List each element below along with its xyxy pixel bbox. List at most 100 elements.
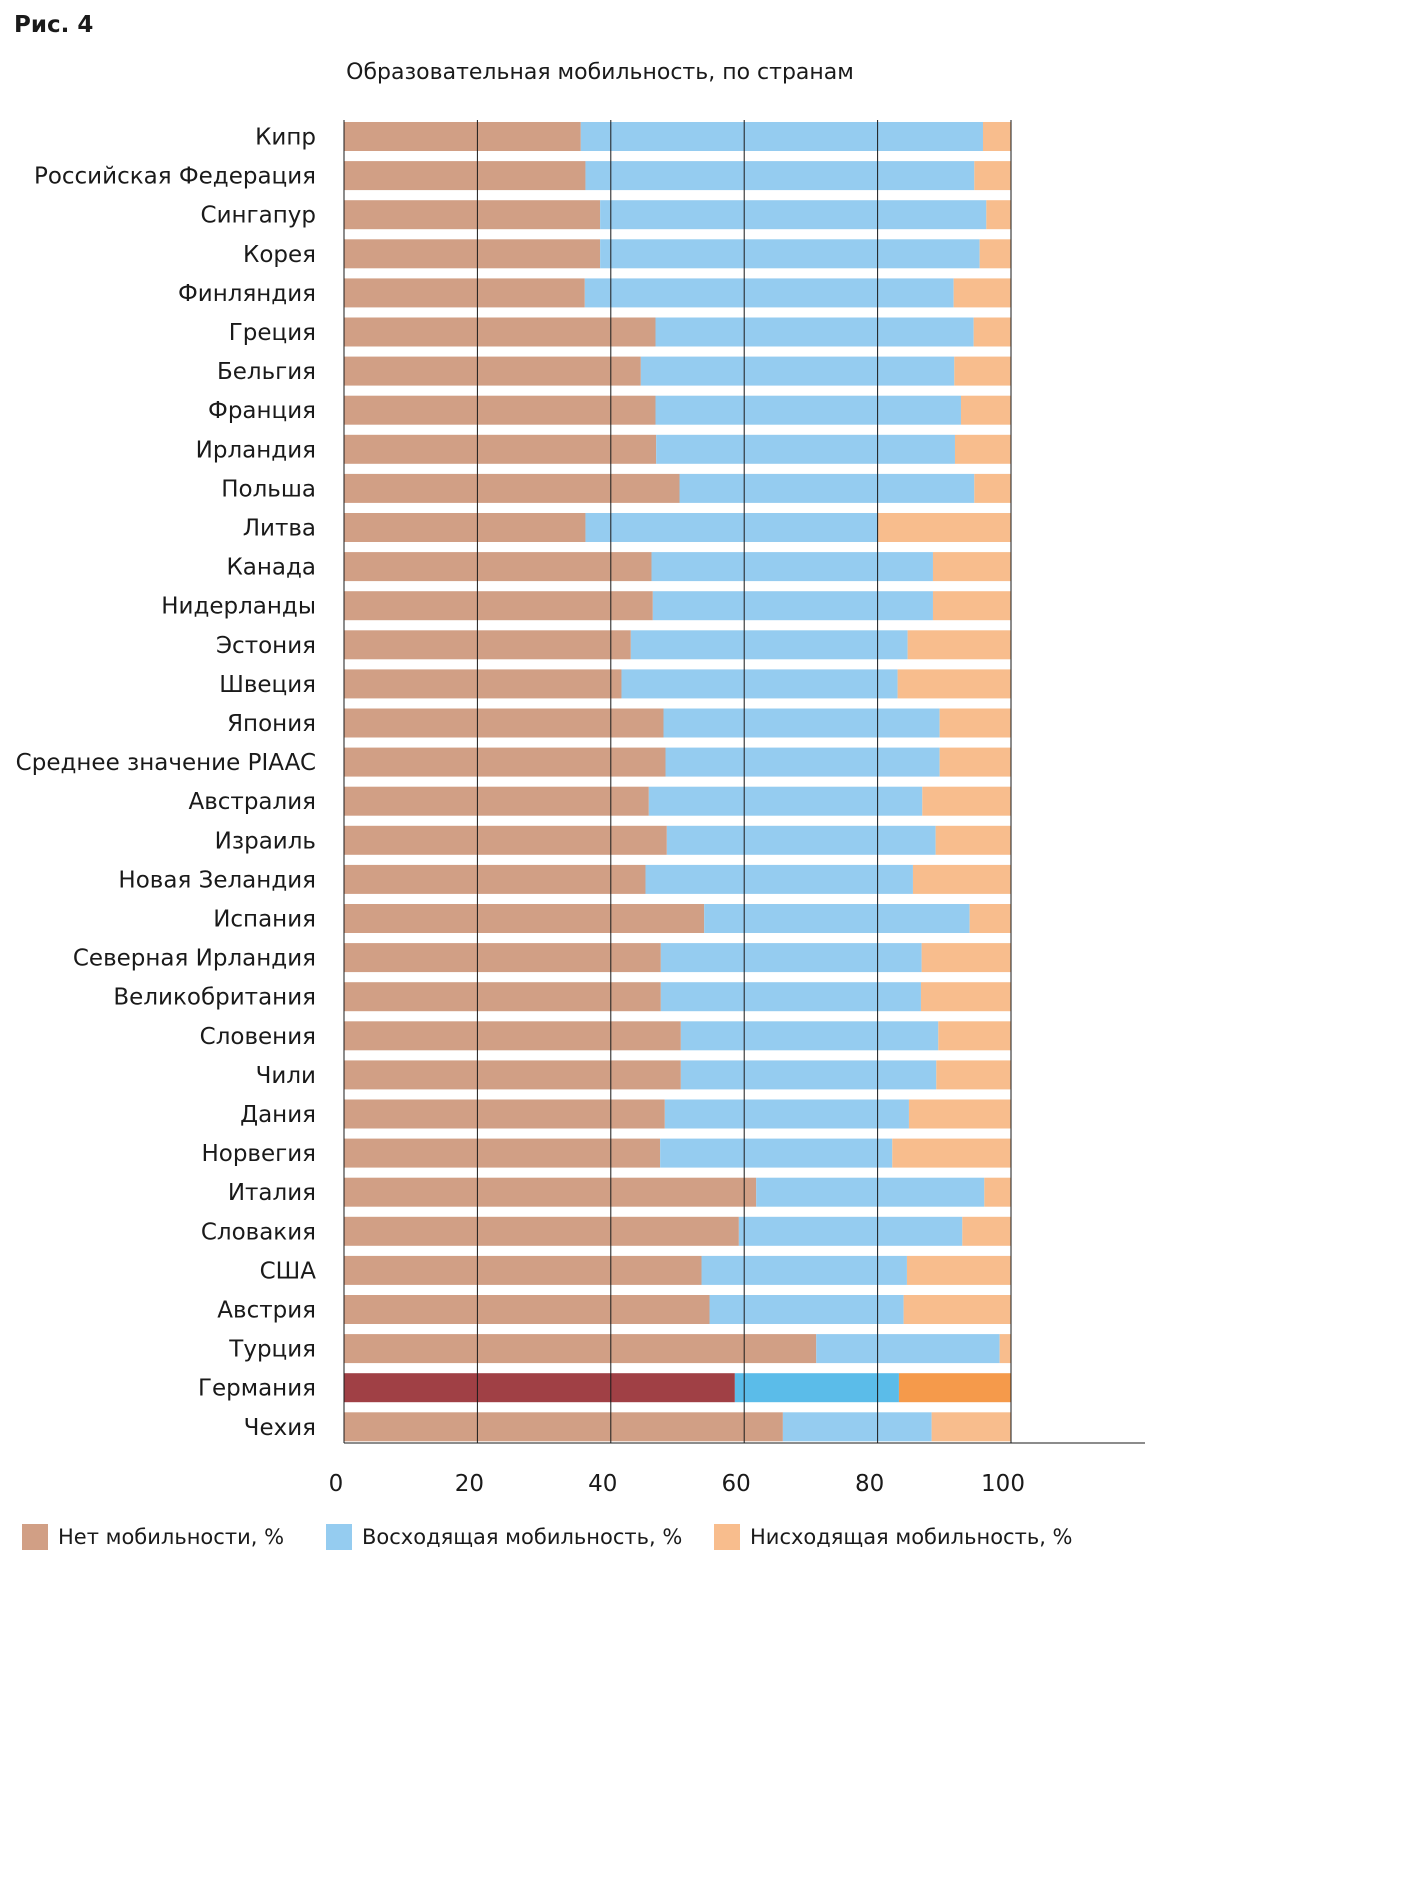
- bar-segment-no-mobility-row-27: [344, 1177, 757, 1207]
- bar-segment-downward-mobility-row-29: [906, 1255, 1011, 1285]
- category-label-row-12: Нидерланды: [161, 594, 316, 620]
- bar-segment-downward-mobility-row-9: [974, 473, 1011, 503]
- bar-segment-upward-mobility-row-28: [738, 1216, 963, 1246]
- legend-label-no-mobility: Нет мобильности, %: [58, 1525, 285, 1549]
- bar-segment-downward-mobility-row-30: [903, 1295, 1011, 1324]
- bar-segment-downward-mobility-row-14: [897, 669, 1011, 699]
- legend-item-downward-mobility: Нисходящая мобильность, %: [714, 1524, 1073, 1550]
- legend-label-downward-mobility: Нисходящая мобильность, %: [750, 1525, 1073, 1549]
- category-label-row-26: Норвегия: [201, 1141, 316, 1167]
- bar-segment-no-mobility-row-9: [344, 473, 680, 503]
- bar-segment-upward-mobility-row-14: [621, 669, 898, 699]
- category-label-row-32: Германия: [198, 1376, 316, 1402]
- category-label-row-24: Чили: [256, 1063, 316, 1089]
- bar-segment-upward-mobility-row-4: [584, 278, 954, 308]
- legend-swatch-no-mobility: [22, 1524, 48, 1550]
- category-label-row-33: Чехия: [244, 1415, 316, 1441]
- bar-segment-upward-mobility-row-17: [648, 786, 923, 816]
- bar-segment-upward-mobility-row-27: [756, 1177, 985, 1207]
- bar-segment-downward-mobility-row-21: [921, 943, 1011, 973]
- bar-segment-downward-mobility-row-11: [932, 552, 1011, 582]
- bar-segment-no-mobility-row-26: [344, 1138, 661, 1168]
- bar-segment-downward-mobility-row-23: [938, 1021, 1011, 1051]
- bar-segment-no-mobility-row-19: [344, 864, 646, 894]
- bar-segment-no-mobility-row-32: [344, 1373, 735, 1403]
- bar-segment-no-mobility-row-3: [344, 239, 601, 269]
- bar-segment-downward-mobility-row-22: [920, 982, 1011, 1012]
- bar-segment-upward-mobility-row-25: [664, 1099, 909, 1129]
- bar-segment-upward-mobility-row-15: [663, 708, 940, 738]
- category-label-row-19: Новая Зеландия: [118, 867, 316, 893]
- bar-segment-downward-mobility-row-20: [969, 904, 1011, 933]
- bar-segment-no-mobility-row-25: [344, 1099, 665, 1129]
- bar-segment-no-mobility-row-16: [344, 747, 666, 777]
- bar-segment-upward-mobility-row-26: [660, 1138, 893, 1168]
- bar-segment-downward-mobility-row-3: [979, 239, 1011, 269]
- category-label-row-7: Франция: [208, 398, 316, 424]
- bar-segment-no-mobility-row-18: [344, 825, 667, 855]
- category-label-row-21: Северная Ирландия: [73, 946, 316, 972]
- bar-segment-no-mobility-row-4: [344, 278, 585, 308]
- bar-segment-downward-mobility-row-28: [962, 1216, 1011, 1246]
- bar-segment-downward-mobility-row-7: [960, 395, 1011, 425]
- bar-segment-downward-mobility-row-5: [973, 317, 1011, 347]
- x-tick-label-0: 0: [329, 1471, 344, 1497]
- category-label-row-25: Дания: [240, 1102, 316, 1128]
- bar-segment-upward-mobility-row-13: [630, 630, 908, 660]
- bar-segment-upward-mobility-row-8: [656, 434, 955, 464]
- bar-segment-upward-mobility-row-0: [580, 122, 983, 151]
- category-label-row-16: Среднее значение PIAAC: [16, 750, 316, 776]
- bar-segment-downward-mobility-row-26: [892, 1138, 1011, 1168]
- bar-segment-downward-mobility-row-0: [982, 122, 1011, 151]
- bar-segment-upward-mobility-row-19: [645, 864, 913, 894]
- bar-segment-downward-mobility-row-8: [954, 434, 1011, 464]
- bar-segment-no-mobility-row-2: [344, 200, 601, 230]
- bar-segment-downward-mobility-row-27: [984, 1177, 1011, 1207]
- bar-segment-upward-mobility-row-16: [665, 747, 940, 777]
- category-label-row-17: Австралия: [188, 789, 316, 815]
- x-tick-label-40: 40: [588, 1471, 617, 1497]
- category-label-row-9: Польша: [221, 476, 316, 502]
- bar-segment-upward-mobility-row-2: [600, 200, 987, 230]
- bar-segment-upward-mobility-row-18: [666, 825, 936, 855]
- bar-segment-no-mobility-row-6: [344, 356, 641, 386]
- bar-segment-downward-mobility-row-31: [999, 1334, 1011, 1364]
- bar-segment-no-mobility-row-33: [344, 1412, 783, 1442]
- bar-segment-no-mobility-row-10: [344, 513, 586, 542]
- bar-segment-upward-mobility-row-33: [782, 1412, 932, 1442]
- x-tick-label-100: 100: [981, 1471, 1025, 1497]
- bar-segment-downward-mobility-row-33: [931, 1412, 1011, 1442]
- bar-segment-upward-mobility-row-6: [640, 356, 955, 386]
- bar-segment-upward-mobility-row-29: [701, 1255, 907, 1285]
- bar-segment-no-mobility-row-30: [344, 1295, 710, 1324]
- bar-segment-downward-mobility-row-19: [912, 864, 1011, 894]
- category-label-row-5: Греция: [229, 320, 316, 346]
- bar-segment-upward-mobility-row-32: [734, 1373, 899, 1403]
- bar-segment-downward-mobility-row-18: [935, 825, 1011, 855]
- bar-segment-upward-mobility-row-3: [600, 239, 980, 269]
- bar-segment-no-mobility-row-29: [344, 1255, 702, 1285]
- bar-segment-no-mobility-row-1: [344, 161, 586, 191]
- bar-segment-upward-mobility-row-24: [680, 1060, 937, 1090]
- bar-segment-no-mobility-row-15: [344, 708, 664, 738]
- bar-segment-upward-mobility-row-22: [660, 982, 921, 1012]
- bar-segment-downward-mobility-row-6: [954, 356, 1011, 386]
- bar-segment-no-mobility-row-17: [344, 786, 649, 816]
- bar-segment-no-mobility-row-31: [344, 1334, 817, 1364]
- bar-segment-no-mobility-row-28: [344, 1216, 739, 1246]
- bar-segment-downward-mobility-row-16: [939, 747, 1011, 777]
- category-label-row-30: Австрия: [217, 1298, 316, 1324]
- bar-segment-downward-mobility-row-32: [898, 1373, 1011, 1403]
- bar-segment-no-mobility-row-11: [344, 552, 652, 582]
- bar-segment-no-mobility-row-21: [344, 943, 661, 973]
- chart-title: Образовательная мобильность, по странам: [346, 60, 854, 85]
- bar-segment-no-mobility-row-7: [344, 395, 656, 425]
- legend-swatch-upward-mobility: [326, 1524, 352, 1550]
- bar-segment-upward-mobility-row-10: [585, 513, 878, 542]
- category-label-row-4: Финляндия: [178, 281, 316, 307]
- bar-segment-no-mobility-row-13: [344, 630, 631, 660]
- bar-segment-no-mobility-row-0: [344, 122, 581, 151]
- bar-segment-downward-mobility-row-17: [922, 786, 1011, 816]
- category-label-row-11: Канада: [226, 555, 316, 581]
- bar-segment-no-mobility-row-5: [344, 317, 656, 347]
